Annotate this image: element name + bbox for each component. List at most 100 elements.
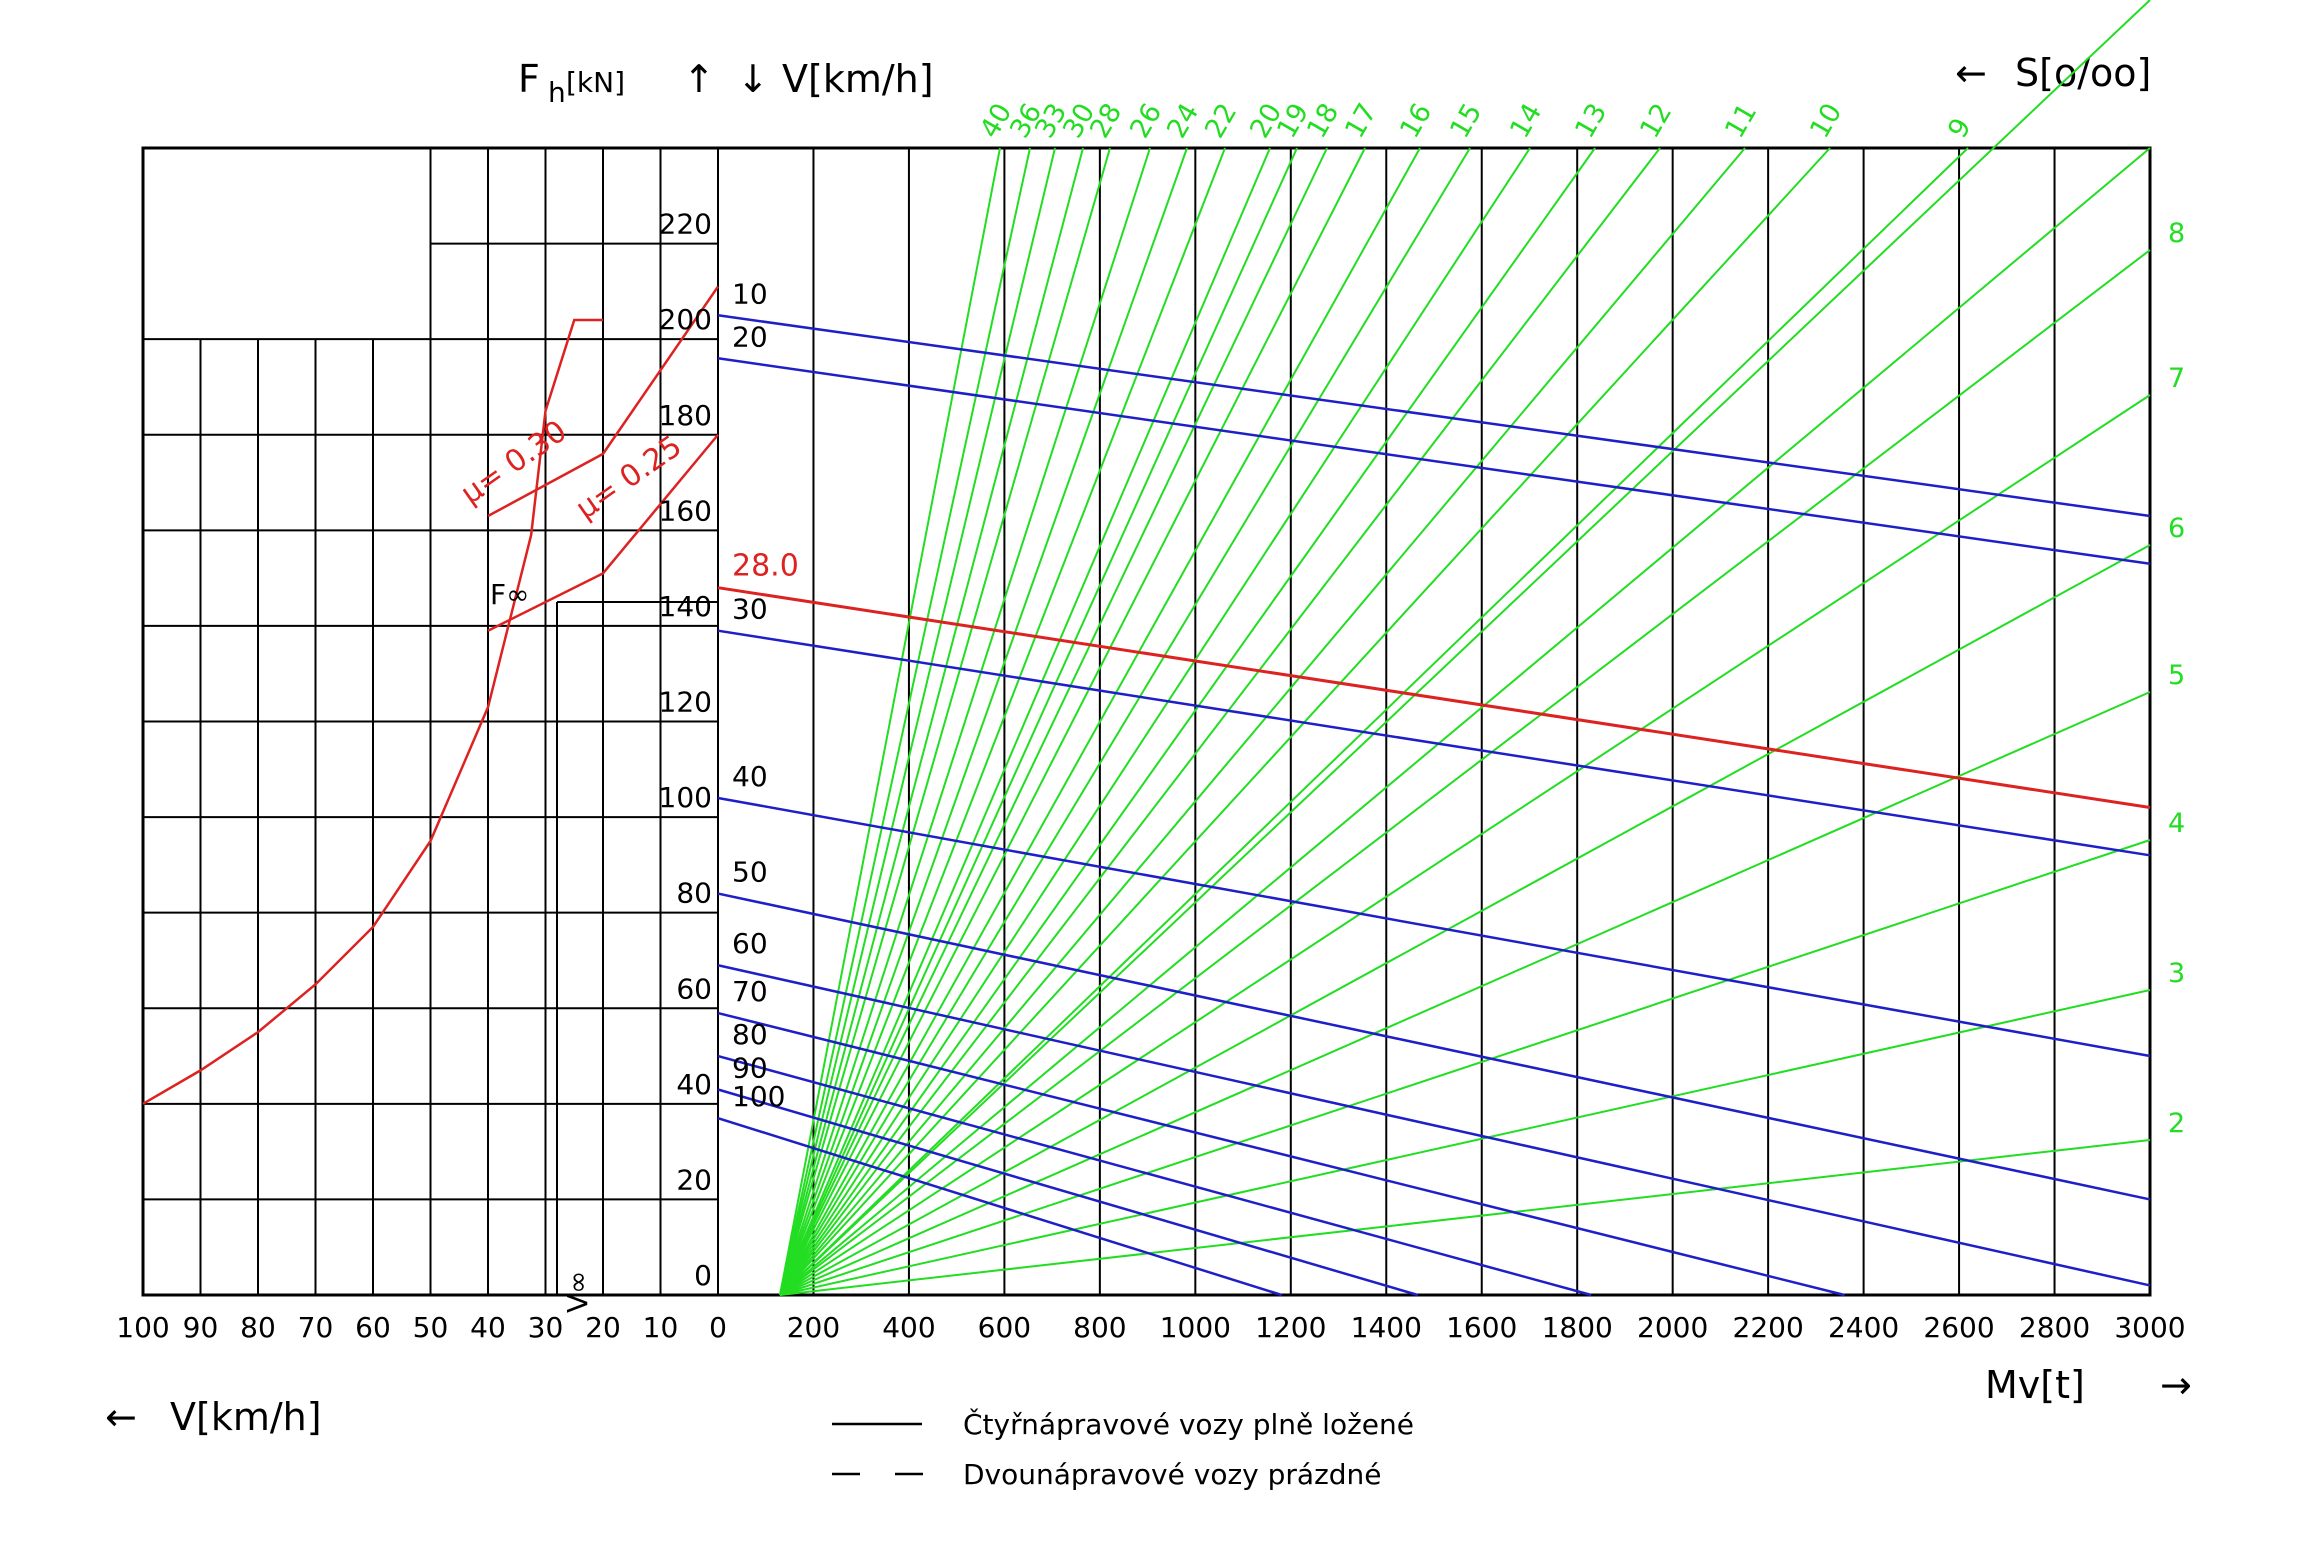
- m-tick-label: 1800: [1542, 1311, 1613, 1344]
- gradient-line: [779, 544, 2151, 1296]
- v-tick-label: 30: [528, 1311, 564, 1344]
- gradient-label-side: 3: [2168, 958, 2185, 989]
- gradient-label-top: 18: [1301, 98, 1345, 143]
- legend-dashed-label: Dvounápravové vozy prázdné: [963, 1458, 1382, 1491]
- gradient-axis-label: S[o/oo]: [2015, 51, 2151, 95]
- speed-label: 20: [732, 320, 768, 353]
- force-axis-subscript: h: [548, 76, 566, 109]
- speed-label-highlight: 28.0: [732, 549, 799, 584]
- gradient-label-side: 8: [2168, 218, 2185, 249]
- gradient-label-top: 13: [1569, 98, 1613, 143]
- speed-line: [717, 357, 2151, 566]
- gradient-label-top: 9: [1942, 113, 1977, 143]
- speed-line: [717, 892, 2151, 1201]
- f-inf-label: F∞: [490, 578, 529, 611]
- v-tick-label: 0: [709, 1311, 727, 1344]
- m-tick-label: 600: [978, 1311, 1031, 1344]
- speed-label: 90: [732, 1051, 768, 1084]
- gradient-line: [779, 147, 1421, 1296]
- gradient-line: [779, 147, 1188, 1296]
- f-tick-label: 220: [659, 208, 712, 241]
- m-tick-label: 2400: [1828, 1311, 1899, 1344]
- gradient-line: [779, 249, 2151, 1296]
- v-tick-label: 100: [116, 1311, 169, 1344]
- force-axis-unit: [kN]: [566, 66, 625, 99]
- traction-curve: [142, 318, 603, 1105]
- speed-axis-label: V[km/h]: [170, 1395, 322, 1439]
- m-tick-label: 2000: [1637, 1311, 1708, 1344]
- adhesion-label: μ= 0.30: [455, 414, 574, 512]
- gradient-label-top: 14: [1504, 98, 1548, 143]
- gradient-label-top: 22: [1199, 98, 1243, 143]
- axis-labels: ← V[km/h] Mv[t] →: [105, 1363, 2192, 1439]
- v-tick-label: 40: [470, 1311, 506, 1344]
- f-tick-label: 80: [676, 877, 712, 910]
- m-tick-label: 1200: [1255, 1311, 1326, 1344]
- m-tick-label: 200: [787, 1311, 840, 1344]
- gradient-label-top: 26: [1124, 98, 1168, 143]
- v-inf-label: V∞: [561, 1271, 594, 1313]
- m-tick-label: 2600: [1923, 1311, 1994, 1344]
- v-tick-label: 10: [643, 1311, 679, 1344]
- speed-line: [717, 629, 2151, 857]
- gradient-label-top: 11: [1719, 98, 1763, 143]
- gradient-line: [779, 147, 1969, 1296]
- f-tick-label: 60: [676, 972, 712, 1005]
- left-arrow-bottom-icon: ←: [105, 1395, 137, 1439]
- gradient-line: [779, 147, 1531, 1296]
- gradient-label-top: 10: [1804, 98, 1848, 143]
- gradient-label-side: 7: [2168, 363, 2185, 394]
- gradient-label-top: 16: [1394, 98, 1438, 143]
- m-tick-label: 3000: [2114, 1311, 2185, 1344]
- up-arrow-icon: ↑: [683, 57, 715, 101]
- m-tick-label: 1600: [1446, 1311, 1517, 1344]
- gradient-line: [779, 147, 1746, 1296]
- gradient-line: [779, 839, 2151, 1296]
- force-axis-letter: F: [518, 57, 540, 101]
- legend-solid-label: Čtyřnápravové vozy plně ložené: [963, 1407, 1414, 1441]
- speed-label: 30: [732, 593, 768, 626]
- f-tick-label: 100: [659, 781, 712, 814]
- f-tick-label: 40: [676, 1068, 712, 1101]
- tick-labels: 100 90 80 70 60 50 40 30 20 10 0 200 400 600 800 1000 12…: [116, 208, 2185, 1344]
- f-tick-label: 0: [694, 1259, 712, 1292]
- gradient-line: [779, 1139, 2151, 1296]
- gradient-line: [779, 147, 1596, 1296]
- speed-label: 50: [732, 856, 768, 889]
- speed-line: [717, 1116, 1283, 1297]
- gradient-label-top: 17: [1339, 98, 1383, 143]
- speed-line: [717, 796, 2151, 1058]
- m-tick-label: 2800: [2019, 1311, 2090, 1344]
- gradient-line: [779, 147, 1298, 1296]
- gradient-line: [779, 691, 2151, 1296]
- m-tick-label: 800: [1073, 1311, 1126, 1344]
- gradient-line: [779, 147, 1226, 1296]
- speed-line: [717, 314, 2151, 518]
- gradient-line: [779, 147, 1056, 1296]
- speed-label: 80: [732, 1018, 768, 1051]
- speed-line: [717, 1088, 1419, 1297]
- gradient-line: [779, 147, 1031, 1296]
- m-tick-label: 1400: [1351, 1311, 1422, 1344]
- f-tick-label: 120: [659, 686, 712, 719]
- gradient-line: [779, 989, 2151, 1296]
- f-tick-label: 180: [659, 399, 712, 432]
- legend: Čtyřnápravové vozy plně ložené Dvounápra…: [832, 1407, 1414, 1491]
- gradient-label-top: 15: [1444, 98, 1488, 143]
- down-arrow-icon: ↓: [737, 57, 769, 101]
- right-arrow-icon: →: [2160, 1363, 2192, 1407]
- speed-label: 70: [732, 975, 768, 1008]
- v-tick-label: 70: [298, 1311, 334, 1344]
- f-tick-label: 20: [676, 1163, 712, 1196]
- gradient-line: [779, 147, 1831, 1296]
- gradient-line: [779, 147, 1366, 1296]
- speed-label: 10: [732, 277, 768, 310]
- gradient-line: [779, 147, 1328, 1296]
- v-tick-label: 20: [585, 1311, 621, 1344]
- m-tick-label: 2200: [1733, 1311, 1804, 1344]
- gradient-label-top: 28: [1084, 98, 1128, 143]
- gradient-line: [779, 147, 2151, 1296]
- m-tick-label: 400: [882, 1311, 935, 1344]
